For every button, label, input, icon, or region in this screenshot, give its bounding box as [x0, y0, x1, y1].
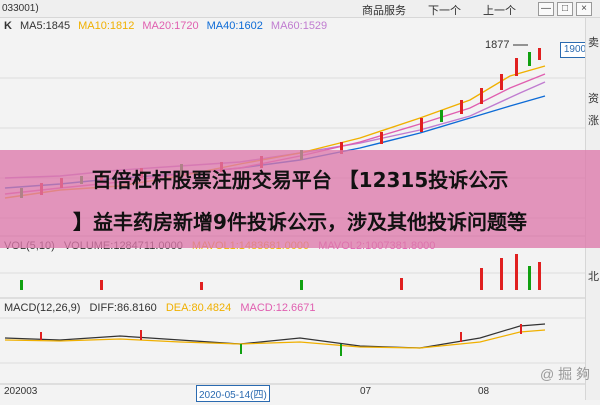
date-label: 202003	[4, 386, 38, 397]
candle	[440, 110, 443, 122]
macd-bar	[40, 332, 42, 340]
volume-bar	[515, 254, 518, 290]
ma-legend: K MA5:1845 MA10:1812 MA20:1720 MA40:1602…	[0, 18, 564, 34]
date-axis: 202003 2020-05-14(四) 07 08	[0, 385, 585, 402]
volume-bar	[538, 262, 541, 290]
volume-bar	[200, 282, 203, 290]
close-icon[interactable]: ×	[576, 2, 592, 16]
banner-line-1: 百倍杠杆股票注册交易平台 【12315投诉公示	[91, 168, 509, 192]
volume-bar	[300, 280, 303, 290]
macd-value: MACD:12.6671	[240, 302, 316, 314]
macd-legend: MACD(12,26,9) DIFF:86.8160 DEA:80.4824 M…	[4, 302, 322, 314]
window-controls: — □ ×	[538, 2, 592, 18]
candle	[420, 118, 423, 132]
candle	[538, 48, 541, 60]
candle	[515, 58, 518, 76]
candle	[500, 74, 503, 90]
volume-bar	[480, 268, 483, 290]
volume-bars	[20, 254, 541, 290]
candle	[460, 100, 463, 114]
side-tab-north[interactable]: 北	[588, 271, 599, 283]
stock-code: 033001)	[2, 3, 39, 14]
ma5-label: MA5:1845	[19, 20, 71, 32]
volume-bar	[528, 266, 531, 290]
peak-label: 1877	[485, 39, 509, 51]
detail-button[interactable]: 商品服务	[362, 5, 406, 17]
ma20-label: MA20:1720	[142, 20, 199, 32]
candle	[528, 52, 531, 66]
ma60-label: MA60:1529	[270, 20, 328, 32]
macd-bar	[460, 332, 462, 342]
toolbar-actions: 商品服务 下一个 上一个 — □ ×	[356, 2, 592, 18]
date-label: 07	[360, 386, 372, 397]
volume-bar	[500, 258, 503, 290]
prev-button[interactable]: 上一个	[483, 5, 516, 17]
candle	[340, 142, 343, 154]
dea-value: DEA:80.4824	[165, 302, 232, 314]
maximize-icon[interactable]: □	[557, 2, 573, 16]
minimize-icon[interactable]: —	[538, 2, 554, 16]
side-tab-sell[interactable]: 卖	[588, 37, 599, 49]
side-tab-rise[interactable]: 涨	[588, 115, 599, 127]
macd-bar	[140, 330, 142, 340]
article-title-banner: 百倍杠杆股票注册交易平台 【12315投诉公示 】益丰药房新增9件投诉公示，涉及…	[0, 150, 600, 248]
side-tab-funds[interactable]: 资	[588, 93, 599, 105]
macd-diff-line	[4, 323, 546, 349]
macd-bar	[240, 344, 242, 354]
macd-histogram	[40, 324, 522, 356]
watermark-logo: @ 掘 夠	[540, 366, 590, 382]
ma10-label: MA10:1812	[78, 20, 135, 32]
diff-value: DIFF:86.8160	[89, 302, 157, 314]
banner-line-2: 】益丰药房新增9件投诉公示，涉及其他投诉问题等	[73, 210, 527, 234]
date-label: 08	[478, 386, 490, 397]
volume-bar	[100, 280, 103, 290]
toolbar: 033001) 商品服务 下一个 上一个 — □ ×	[0, 0, 600, 18]
macd-bar	[340, 344, 342, 356]
candle	[480, 88, 483, 104]
macd-name: MACD(12,26,9)	[4, 302, 81, 314]
next-button[interactable]: 下一个	[428, 5, 461, 17]
volume-bar	[20, 280, 23, 290]
ma40-label: MA40:1602	[206, 20, 263, 32]
candle	[380, 132, 383, 144]
macd-bar	[520, 324, 522, 334]
chart-type-label: K	[4, 20, 12, 32]
volume-bar	[400, 278, 403, 290]
macd-dea-line	[4, 329, 546, 349]
selected-date-label[interactable]: 2020-05-14(四)	[196, 385, 270, 402]
